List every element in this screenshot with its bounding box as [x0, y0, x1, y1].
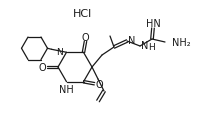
Text: H: H: [148, 43, 155, 52]
Text: N: N: [141, 41, 148, 51]
Text: O: O: [38, 62, 46, 72]
Text: N: N: [128, 36, 135, 46]
Text: O: O: [96, 79, 103, 89]
Text: HCl: HCl: [72, 9, 92, 19]
Text: O: O: [82, 33, 89, 43]
Text: NH: NH: [59, 84, 74, 94]
Text: N: N: [56, 47, 62, 56]
Text: NH₂: NH₂: [172, 38, 191, 48]
Text: HN: HN: [146, 19, 160, 29]
